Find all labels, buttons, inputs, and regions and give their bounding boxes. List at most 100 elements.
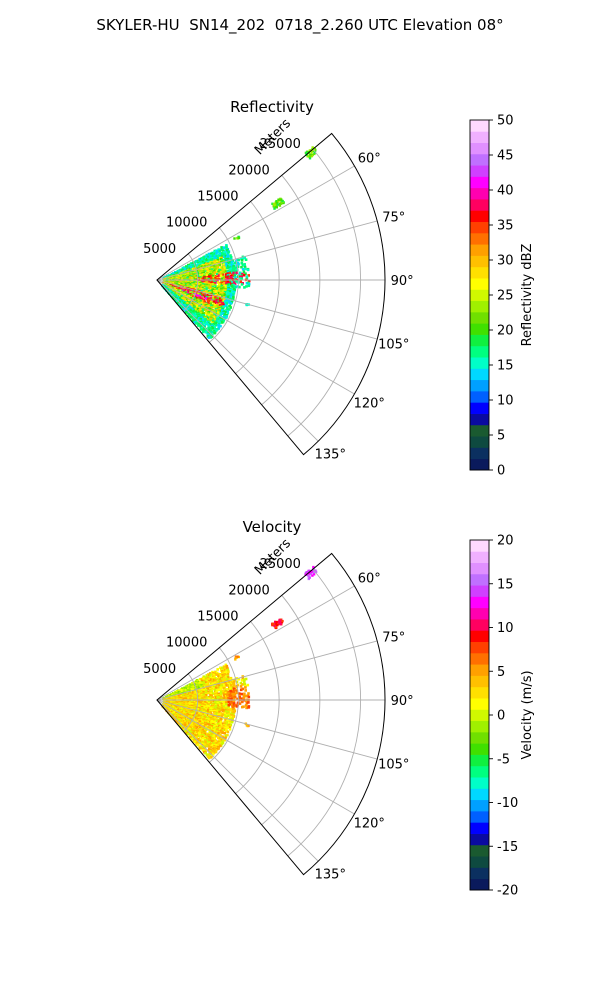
echo-pixel: [209, 696, 213, 699]
chart-title: Reflectivity: [230, 98, 314, 116]
colorbar-segment: [470, 675, 489, 688]
colorbar-segment: [470, 619, 489, 631]
echo-pixel: [226, 269, 230, 273]
echo-pixel: [213, 250, 216, 254]
echo-pixel: [217, 323, 220, 327]
range-gridline: [261, 595, 321, 826]
echo-pixel: [209, 295, 213, 299]
echo-pixel: [216, 704, 220, 708]
echo-pixel: [219, 309, 223, 313]
echo-pixel: [202, 328, 205, 332]
echo-pixel: [216, 701, 220, 705]
echo-pixel: [244, 677, 248, 681]
echo-pixel: [225, 730, 228, 733]
echo-pixel: [173, 718, 177, 722]
echo-pixel: [227, 684, 230, 687]
echo-pixel: [186, 311, 190, 314]
echo-pixel: [212, 279, 216, 283]
azimuth-tick-label: 135°: [315, 447, 346, 462]
echo-pixel: [220, 305, 223, 308]
echo-pixel: [228, 290, 232, 293]
echo-pixel: [207, 324, 211, 328]
echo-pixel: [195, 313, 198, 316]
echo-pixel: [192, 319, 195, 323]
echo-pixel: [201, 712, 205, 716]
echo-pixel: [277, 198, 280, 201]
echo-pixel: [203, 318, 207, 322]
echo-pixel: [207, 286, 210, 289]
echo-pixel: [211, 327, 214, 330]
echo-pixel: [242, 270, 246, 274]
echo-pixel: [194, 738, 198, 742]
echo-pixel: [233, 237, 236, 240]
echo-pixel: [225, 282, 228, 285]
echo-pixel: [229, 296, 232, 299]
echo-pixel: [196, 260, 200, 264]
echo-pixel: [213, 685, 216, 689]
echo-pixel: [183, 701, 186, 704]
echo-pixel: [231, 299, 234, 303]
echo-pixel: [241, 683, 244, 686]
echo-pixel: [213, 290, 216, 293]
echo-pixel: [208, 741, 211, 744]
echo-pixel: [212, 735, 216, 739]
echo-pixel: [212, 679, 216, 682]
echo-pixel: [225, 302, 228, 305]
echo-pixel: [201, 732, 205, 735]
echo-pixel: [228, 720, 232, 724]
echo-pixel: [225, 714, 228, 717]
echo-pixel: [196, 734, 200, 738]
colorbar-segment: [470, 856, 489, 868]
echo-pixel: [231, 259, 234, 263]
echo-pixel: [234, 285, 237, 289]
echo-pixel: [226, 310, 230, 313]
echo-pixel: [211, 255, 215, 258]
echo-pixel: [205, 699, 209, 703]
echo-pixel: [217, 743, 220, 746]
colorbar-segment: [470, 187, 489, 200]
colorbar-segment: [470, 255, 489, 268]
colorbar-segment: [470, 573, 489, 586]
echo-pixel: [224, 691, 228, 695]
echo-pixel: [213, 331, 216, 335]
echo-pixel: [215, 710, 219, 713]
echo-pixel: [237, 236, 240, 240]
echo-pixel: [210, 254, 213, 257]
echo-pixel: [236, 268, 239, 271]
echo-pixel: [211, 330, 215, 334]
colorbar-segment: [470, 709, 489, 722]
echo-pixel: [236, 683, 240, 687]
echo-pixel: [222, 692, 226, 695]
echo-pixel: [182, 728, 186, 732]
echo-pixel: [200, 741, 203, 745]
echo-pixel: [196, 291, 199, 294]
echo-pixel: [210, 259, 213, 262]
echo-pixel: [216, 713, 220, 717]
echo-pixel: [219, 312, 222, 316]
echo-pixel: [209, 673, 212, 676]
echo-pixel: [214, 670, 217, 674]
echo-pixel: [199, 274, 202, 277]
echo-pixel: [225, 675, 228, 678]
echo-pixel: [209, 726, 213, 730]
echo-pixel: [202, 718, 206, 721]
echo-pixel: [220, 312, 224, 315]
echo-pixel: [219, 289, 223, 293]
echo-pixel: [217, 274, 221, 277]
echo-pixel: [226, 261, 230, 265]
echo-pixel: [277, 621, 281, 624]
echo-pixel: [212, 316, 216, 319]
range-gridline: [235, 621, 280, 794]
echo-pixel: [218, 321, 221, 324]
colorbar-segment: [470, 357, 489, 369]
echo-pixel: [204, 751, 207, 755]
colorbar-tick-label: 0: [497, 464, 505, 479]
echo-pixel: [233, 688, 237, 692]
colorbar-tick-label: -5: [497, 752, 510, 767]
echo-pixel: [229, 276, 233, 279]
echo-pixel: [273, 207, 276, 210]
echo-pixel: [214, 677, 218, 680]
echo-pixel: [193, 261, 197, 265]
echo-pixel: [204, 311, 207, 315]
